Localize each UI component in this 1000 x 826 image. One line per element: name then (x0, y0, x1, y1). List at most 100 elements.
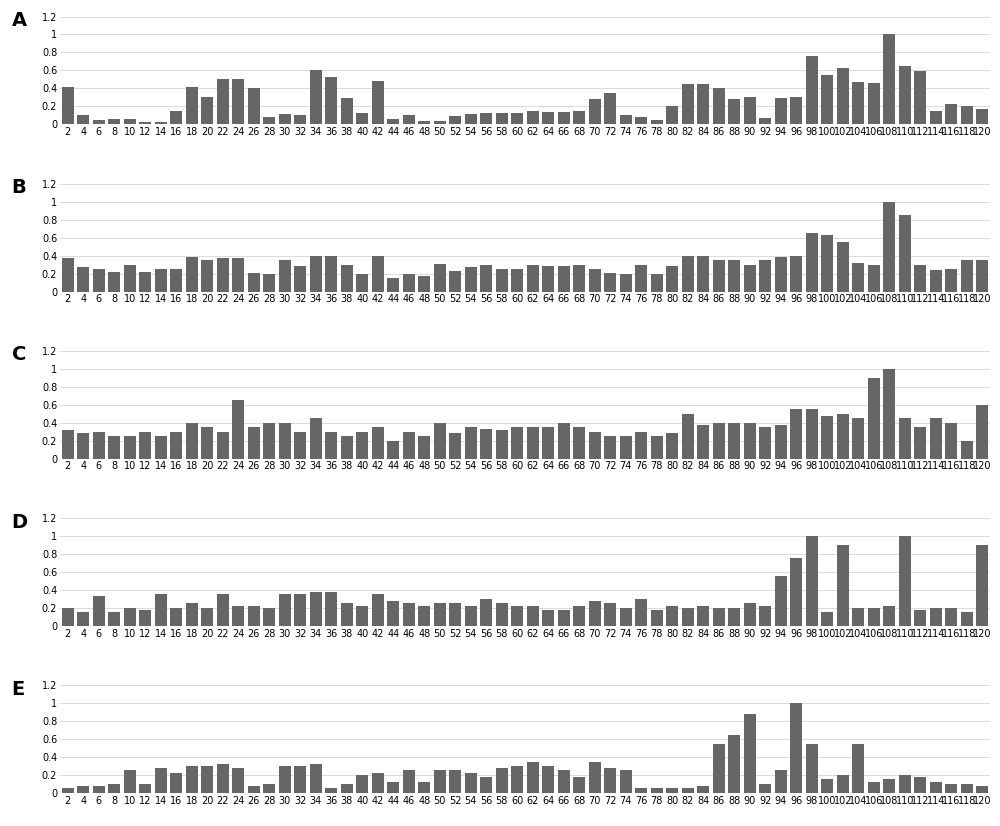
Bar (496, 768, 508, 793)
Bar (341, 603, 353, 626)
Bar (341, 98, 353, 125)
Bar (527, 762, 539, 793)
Bar (759, 606, 771, 626)
Bar (620, 771, 632, 793)
Bar (62, 430, 74, 458)
Bar (93, 269, 105, 292)
Bar (186, 603, 198, 626)
Bar (232, 259, 244, 292)
Bar (294, 595, 306, 626)
Bar (62, 259, 74, 292)
Bar (480, 776, 492, 793)
Bar (170, 269, 182, 292)
Bar (93, 786, 105, 793)
Bar (651, 789, 663, 793)
Bar (263, 423, 275, 458)
Bar (589, 432, 601, 458)
Bar (883, 606, 895, 626)
Bar (883, 780, 895, 793)
Bar (372, 427, 384, 458)
Bar (434, 121, 446, 125)
Bar (666, 789, 678, 793)
Bar (279, 423, 291, 458)
Bar (496, 112, 508, 125)
Bar (852, 743, 864, 793)
Bar (124, 119, 136, 125)
Bar (465, 427, 477, 458)
Bar (217, 259, 229, 292)
Bar (604, 768, 616, 793)
Bar (310, 591, 322, 626)
Bar (527, 427, 539, 458)
Bar (868, 377, 880, 458)
Bar (868, 83, 880, 125)
Bar (325, 789, 337, 793)
Bar (744, 97, 756, 125)
Bar (186, 258, 198, 292)
Bar (527, 606, 539, 626)
Bar (465, 773, 477, 793)
Bar (418, 606, 430, 626)
Bar (558, 423, 570, 458)
Bar (341, 436, 353, 458)
Bar (790, 255, 802, 292)
Bar (821, 612, 833, 626)
Bar (744, 603, 756, 626)
Bar (713, 260, 725, 292)
Bar (279, 766, 291, 793)
Bar (806, 536, 818, 626)
Bar (744, 714, 756, 793)
Bar (961, 612, 973, 626)
Bar (914, 71, 926, 125)
Bar (930, 111, 942, 125)
Bar (899, 215, 911, 292)
Bar (232, 768, 244, 793)
Bar (294, 266, 306, 292)
Bar (418, 436, 430, 458)
Bar (263, 608, 275, 626)
Bar (186, 423, 198, 458)
Bar (124, 771, 136, 793)
Bar (372, 81, 384, 125)
Bar (310, 255, 322, 292)
Bar (403, 603, 415, 626)
Bar (821, 780, 833, 793)
Bar (666, 434, 678, 458)
Bar (961, 260, 973, 292)
Bar (387, 119, 399, 125)
Bar (744, 423, 756, 458)
Bar (573, 776, 585, 793)
Bar (728, 734, 740, 793)
Bar (589, 99, 601, 125)
Bar (263, 784, 275, 793)
Bar (635, 599, 647, 626)
Bar (263, 273, 275, 292)
Bar (806, 56, 818, 125)
Bar (155, 595, 167, 626)
Bar (759, 118, 771, 125)
Bar (356, 273, 368, 292)
Bar (589, 601, 601, 626)
Bar (759, 784, 771, 793)
Bar (217, 764, 229, 793)
Bar (589, 269, 601, 292)
Bar (961, 441, 973, 458)
Bar (139, 121, 151, 125)
Text: C: C (12, 345, 26, 364)
Bar (124, 264, 136, 292)
Bar (108, 272, 120, 292)
Bar (682, 789, 694, 793)
Bar (434, 771, 446, 793)
Bar (728, 99, 740, 125)
Bar (496, 603, 508, 626)
Bar (186, 87, 198, 125)
Bar (961, 784, 973, 793)
Bar (666, 266, 678, 292)
Bar (465, 114, 477, 125)
Bar (775, 577, 787, 626)
Bar (868, 782, 880, 793)
Bar (93, 596, 105, 626)
Bar (341, 784, 353, 793)
Bar (170, 432, 182, 458)
Bar (635, 264, 647, 292)
